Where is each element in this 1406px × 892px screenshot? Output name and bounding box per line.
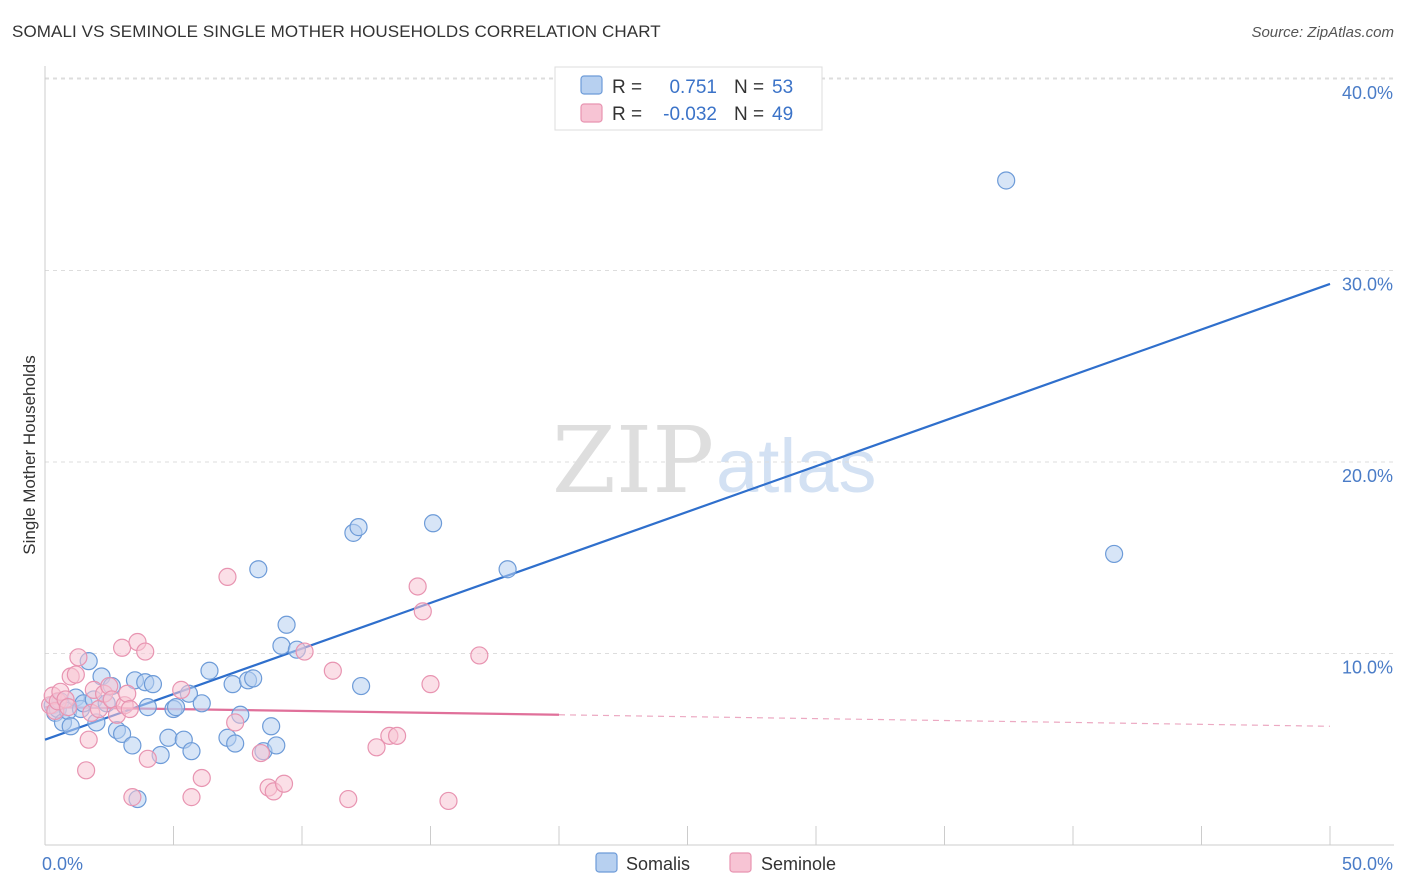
point-somalis-27 [166,698,186,717]
y-axis-label: Single Mother Households [20,355,39,554]
tick-labels: 10.0% 20.0% 30.0% 40.0% 0.0% 50.0% [42,83,1393,874]
point-somalis-6 [61,717,80,736]
stats-seminole-swatch [580,103,603,123]
y-tick-label-30: 30.0% [1342,275,1393,295]
stats-somalis-swatch [580,75,603,95]
point-seminole-38 [339,789,358,809]
point-seminole-32 [251,743,270,763]
point-somalis-43 [272,636,291,655]
axes [44,66,1394,846]
stats-somalis-n-label: N = [734,77,764,98]
x-tick-label-50: 50.0% [1342,854,1393,874]
point-seminole-43 [413,602,432,621]
chart-title: SOMALI VS SEMINOLE SINGLE MOTHER HOUSEHO… [12,22,661,41]
point-somalis-17 [112,724,132,744]
point-somalis-47 [349,518,368,537]
point-somalis-39 [249,560,268,579]
watermark-zip: ZIP [552,407,714,514]
point-seminole-10 [77,761,96,780]
point-seminole-6 [59,698,78,717]
point-seminole-37 [323,661,342,680]
legend-somalis-label: Somalis [626,854,690,874]
point-somalis-42 [267,736,286,755]
point-seminole-27 [172,680,191,699]
point-seminole-45 [439,791,458,811]
point-somalis-35 [226,734,245,753]
point-seminole-41 [387,726,407,745]
point-somalis-44 [277,615,296,634]
point-somalis-22 [138,698,157,717]
point-somalis-49 [423,514,443,533]
point-somalis-31 [192,694,211,713]
point-seminole-22 [120,699,139,719]
point-seminole-11 [79,730,98,749]
stats-seminole-r-value: -0.032 [663,104,717,125]
stats-somalis-r-label: R = [612,77,642,98]
watermark-atlas: atlas [716,424,877,509]
watermark: ZIP atlas [552,407,877,514]
point-somalis-52 [1105,544,1124,564]
point-somalis-50 [498,560,517,579]
point-seminole-19 [112,638,132,657]
y-tick-label-10: 10.0% [1342,658,1393,678]
x-tick-label-0: 0.0% [42,854,83,874]
legend-somalis-swatch [595,852,618,873]
trend-lines [44,282,1331,741]
point-somalis-23 [143,675,163,694]
point-seminole-30 [218,567,237,587]
point-seminole-31 [226,713,245,732]
stats-box: R = 0.751 N = 53 R = -0.032 N = 49 [554,66,823,131]
point-seminole-42 [408,577,427,596]
point-seminole-44 [421,675,440,694]
point-seminole-23 [123,788,142,807]
grid [45,77,1394,654]
legend-seminole-swatch [729,852,752,873]
chart-source: Source: ZipAtlas.com [1251,24,1394,41]
point-seminole-35 [274,774,294,793]
legend-seminole-label: Seminole [761,854,836,874]
stats-somalis-n-value: 53 [772,77,793,98]
legend: Somalis Seminole [595,852,836,874]
point-seminole-46 [470,646,489,665]
point-seminole-9 [69,648,88,667]
point-somalis-30 [182,742,201,761]
point-seminole-28 [182,788,201,807]
trend-line-seminole-dashed [558,714,1331,727]
stats-somalis-r-value: 0.751 [669,77,717,98]
point-somalis-34 [223,675,242,694]
y-tick-label-40: 40.0% [1342,83,1393,103]
point-seminole-25 [136,642,155,661]
y-tick-label-20: 20.0% [1342,466,1393,486]
data-points [41,171,1124,811]
point-seminole-8 [66,665,85,684]
stats-seminole-n-value: 49 [772,104,793,125]
point-seminole-39 [367,738,386,757]
point-somalis-41 [262,717,281,736]
point-somalis-48 [352,676,371,696]
point-somalis-25 [159,728,178,747]
point-somalis-38 [244,669,263,688]
point-somalis-51 [997,171,1016,190]
point-seminole-36 [295,642,314,661]
point-seminole-29 [192,768,211,788]
point-seminole-26 [138,749,157,768]
point-seminole-21 [118,684,137,703]
stats-seminole-n-label: N = [734,104,764,125]
trend-line-somalis [44,282,1331,741]
stats-seminole-r-label: R = [612,104,642,125]
point-somalis-32 [200,661,219,680]
point-somalis-18 [123,736,142,755]
